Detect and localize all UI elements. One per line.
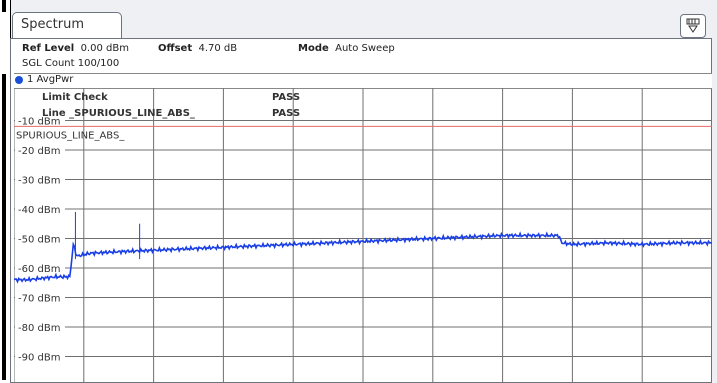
ref-level-readout: Ref Level 0.00 dBm	[22, 43, 129, 54]
trace-header: 1 AvgPwr	[14, 73, 712, 89]
trace-label: 1 AvgPwr	[27, 74, 74, 85]
mode-readout: Mode Auto Sweep	[298, 43, 395, 54]
y-tick-label-bg	[15, 202, 65, 215]
y-tick-label-bg	[15, 114, 65, 127]
ref-level-value: 0.00 dBm	[80, 43, 129, 54]
y-tick-label-bg	[15, 143, 65, 156]
spectrum-panel	[10, 38, 712, 383]
minimize-icon	[686, 18, 700, 33]
y-tick-label-bg	[15, 232, 65, 245]
offset-readout: Offset 4.70 dB	[158, 43, 237, 54]
y-tick-label: -60 dBm	[18, 264, 60, 275]
tab-spectrum-label: Spectrum	[21, 17, 84, 32]
offset-label: Offset	[158, 43, 193, 54]
y-tick-label-bg	[15, 350, 65, 363]
mode-value: Auto Sweep	[335, 43, 395, 54]
y-tick-label: -20 dBm	[18, 146, 60, 157]
y-axis-tick-labels: -10 dBm -20 dBm -30 dBm -40 dBm -50 dBm -60 d…	[15, 114, 65, 363]
y-tick-label: -70 dBm	[18, 293, 60, 304]
limit-check-line-label: Line _SPURIOUS_LINE_ABS_	[42, 108, 195, 119]
y-tick-label: -40 dBm	[18, 205, 60, 216]
offset-value: 4.70 dB	[198, 43, 238, 54]
trace-1-line	[14, 231, 712, 284]
trace-1-spikes	[74, 211, 141, 260]
y-tick-label-bg	[15, 320, 65, 333]
limit-check-title: Limit Check	[42, 92, 108, 103]
plot-grid	[14, 88, 712, 383]
y-tick-label: -50 dBm	[18, 234, 60, 245]
sgl-count-readout: SGL Count 100/100	[22, 58, 120, 69]
ref-level-label: Ref Level	[22, 43, 75, 54]
y-tick-label: -10 dBm	[18, 116, 60, 127]
limit-check-status: PASS	[272, 92, 300, 103]
minimize-window-button[interactable]	[680, 14, 706, 38]
y-tick-label-bg	[15, 291, 65, 304]
tab-spectrum[interactable]: Spectrum	[12, 12, 122, 39]
y-tick-label-bg	[15, 261, 65, 274]
y-tick-label-bg	[15, 173, 65, 186]
trace-indicator-icon	[15, 76, 23, 84]
limit-check-line-status: PASS	[272, 108, 300, 119]
y-tick-label: -30 dBm	[18, 175, 60, 186]
y-tick-label: -80 dBm	[18, 323, 60, 334]
mode-label: Mode	[298, 43, 329, 54]
y-tick-label: -90 dBm	[18, 352, 60, 363]
spectrum-plot[interactable]: -10 dBm -20 dBm -30 dBm -40 dBm -50 dBm -60 d…	[14, 88, 712, 383]
limit-line-name: SPURIOUS_LINE_ABS_	[16, 130, 125, 141]
